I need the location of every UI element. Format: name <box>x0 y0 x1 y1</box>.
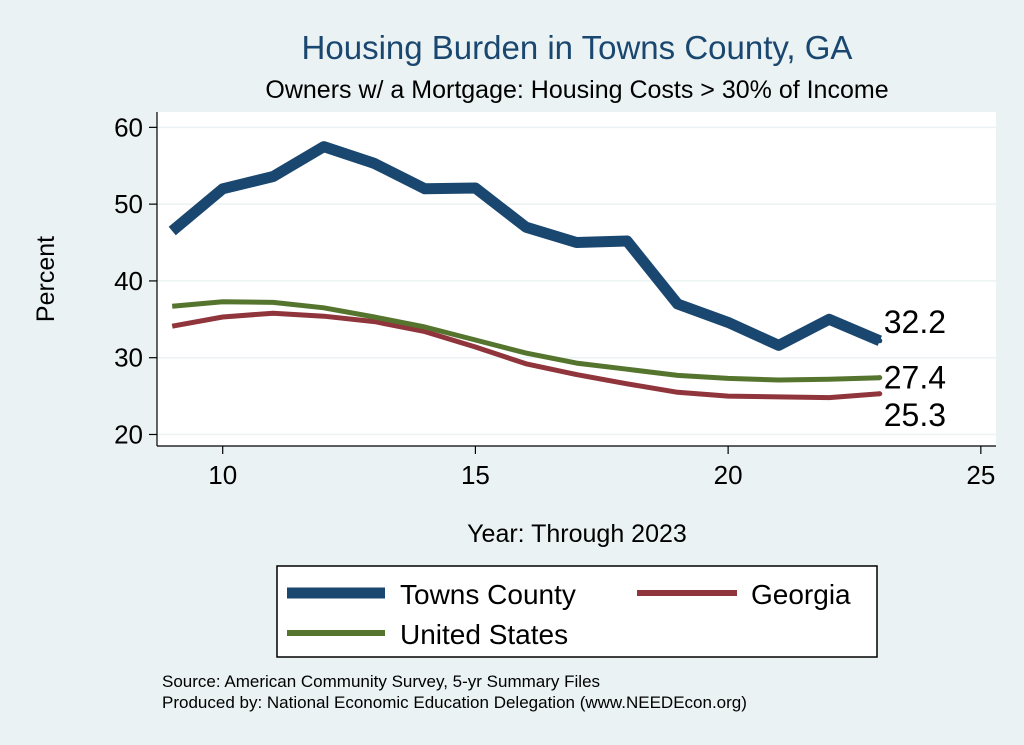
legend: Towns County Georgia United States <box>276 565 878 658</box>
end-point-marker <box>877 391 883 397</box>
gridlines <box>157 126 996 436</box>
x-tick-label: 25 <box>966 460 995 490</box>
end-label-towns-county: 32.2 <box>884 304 946 340</box>
legend-label-united-states: United States <box>400 619 568 650</box>
end-point-marker <box>877 375 883 381</box>
end-label-united-states: 27.4 <box>884 360 946 396</box>
y-tick-label: 40 <box>114 266 143 296</box>
x-tick-label: 10 <box>208 460 237 490</box>
series-line-towns-county <box>168 141 882 351</box>
y-axis: 20 30 40 50 60 <box>114 112 158 449</box>
end-labels: 32.2 25.327.4 <box>877 304 946 433</box>
source-note: Source: American Community Survey, 5-yr … <box>162 672 600 691</box>
x-axis: 10 15 20 25 <box>157 445 996 490</box>
producer-note: Produced by: National Economic Education… <box>162 693 747 712</box>
end-label-georgia: 25.3 <box>884 397 946 433</box>
x-tick-label: 15 <box>461 460 490 490</box>
legend-label-georgia: Georgia <box>751 579 851 610</box>
x-tick-label: 20 <box>714 460 743 490</box>
y-tick-label: 60 <box>114 112 143 142</box>
y-axis-title: Percent <box>32 236 60 322</box>
x-axis-title: Year: Through 2023 <box>467 520 687 548</box>
series-lines <box>168 141 882 401</box>
y-tick-label: 30 <box>114 343 143 373</box>
y-tick-label: 20 <box>114 419 143 449</box>
end-point-marker <box>877 338 883 344</box>
series-line-georgia <box>171 310 880 401</box>
y-tick-label: 50 <box>114 189 143 219</box>
legend-box <box>276 565 878 658</box>
chart-subtitle: Owners w/ a Mortgage: Housing Costs > 30… <box>265 76 888 104</box>
series-line-united-states <box>171 299 880 383</box>
chart-title: Housing Burden in Towns County, GA <box>302 29 853 66</box>
legend-label-towns-county: Towns County <box>400 579 576 610</box>
